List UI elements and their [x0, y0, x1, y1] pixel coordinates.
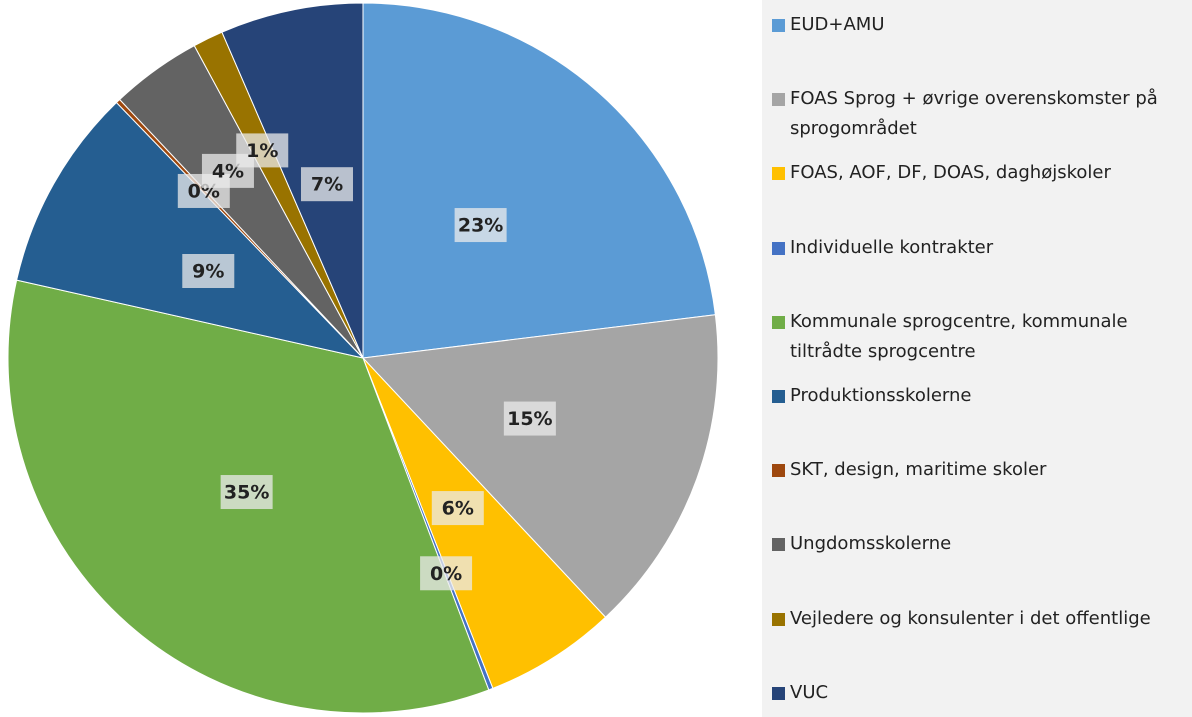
- legend-item: SKT, design, maritime skoler: [772, 455, 1186, 529]
- legend-item: Vejledere og konsulenter i det offentlig…: [772, 604, 1186, 678]
- legend-item: Produktionsskolerne: [772, 381, 1186, 455]
- legend-item: Ungdomsskolerne: [772, 529, 1186, 603]
- legend-swatch: [772, 686, 785, 700]
- legend-item: VUC: [772, 678, 1186, 717]
- legend-swatch: [772, 241, 785, 255]
- legend-label: VUC: [790, 681, 829, 703]
- data-label-bg: [182, 254, 235, 289]
- data-label-bg: [503, 401, 556, 436]
- legend-swatch: [772, 389, 785, 403]
- legend-swatch: [772, 19, 785, 32]
- data-label-bg: [431, 491, 484, 526]
- legend-item: Kommunale sprogcentre, kommunale tiltråd…: [772, 307, 1186, 381]
- legend-swatch: [772, 167, 785, 181]
- data-label-bg: [220, 475, 273, 510]
- data-label-bg: [420, 556, 473, 591]
- legend-item: FOAS Sprog + øvrige overenskomster på sp…: [772, 84, 1186, 158]
- pie: 23%15%6%0%35%9%0%4%1%7%: [7, 2, 719, 714]
- legend: EUD+AMU FOAS Sprog + øvrige overenskomste…: [762, 0, 1192, 717]
- pie-slice: [16, 101, 365, 359]
- legend-label: Kommunale sprogcentre, kommunale tiltråd…: [790, 310, 1128, 362]
- data-label: 1%: [246, 140, 278, 162]
- data-label: 7%: [311, 174, 343, 196]
- data-label: 4%: [212, 160, 244, 182]
- legend-label: FOAS, AOF, DF, DOAS, daghøjskoler: [790, 162, 1111, 184]
- legend-swatch: [772, 538, 785, 552]
- data-label-bg: [454, 208, 507, 243]
- legend-swatch: [772, 464, 785, 478]
- pie-slice: [221, 2, 364, 359]
- pie-slice: [362, 357, 607, 690]
- legend-label: Vejledere og konsulenter i det offentlig…: [790, 607, 1151, 629]
- legend-swatch: [772, 315, 785, 329]
- data-label-bg: [300, 167, 353, 202]
- data-label: 0%: [430, 563, 462, 585]
- data-label: 15%: [507, 408, 552, 430]
- data-label: 9%: [192, 261, 224, 283]
- legend-label: Ungdomsskolerne: [790, 533, 952, 555]
- data-label: 6%: [442, 498, 474, 520]
- legend-label: FOAS Sprog + øvrige overenskomster på sp…: [790, 88, 1158, 140]
- legend-swatch: [772, 93, 785, 107]
- legend-label: Individuelle kontrakter: [790, 236, 994, 258]
- pie-slice: [361, 314, 719, 618]
- legend-label: Produktionsskolerne: [790, 384, 972, 406]
- legend-label: EUD+AMU: [790, 14, 885, 35]
- pie-slice: [362, 2, 716, 359]
- data-label-bg: [236, 133, 289, 168]
- legend-item: EUD+AMU: [772, 10, 1186, 84]
- legend-swatch: [772, 612, 785, 626]
- legend-item: FOAS, AOF, DF, DOAS, daghøjskoler: [772, 158, 1186, 232]
- data-label: 35%: [224, 482, 269, 504]
- legend-item: Individuelle kontrakter: [772, 233, 1186, 307]
- data-label: 23%: [458, 215, 503, 237]
- legend-label: SKT, design, maritime skoler: [790, 459, 1047, 481]
